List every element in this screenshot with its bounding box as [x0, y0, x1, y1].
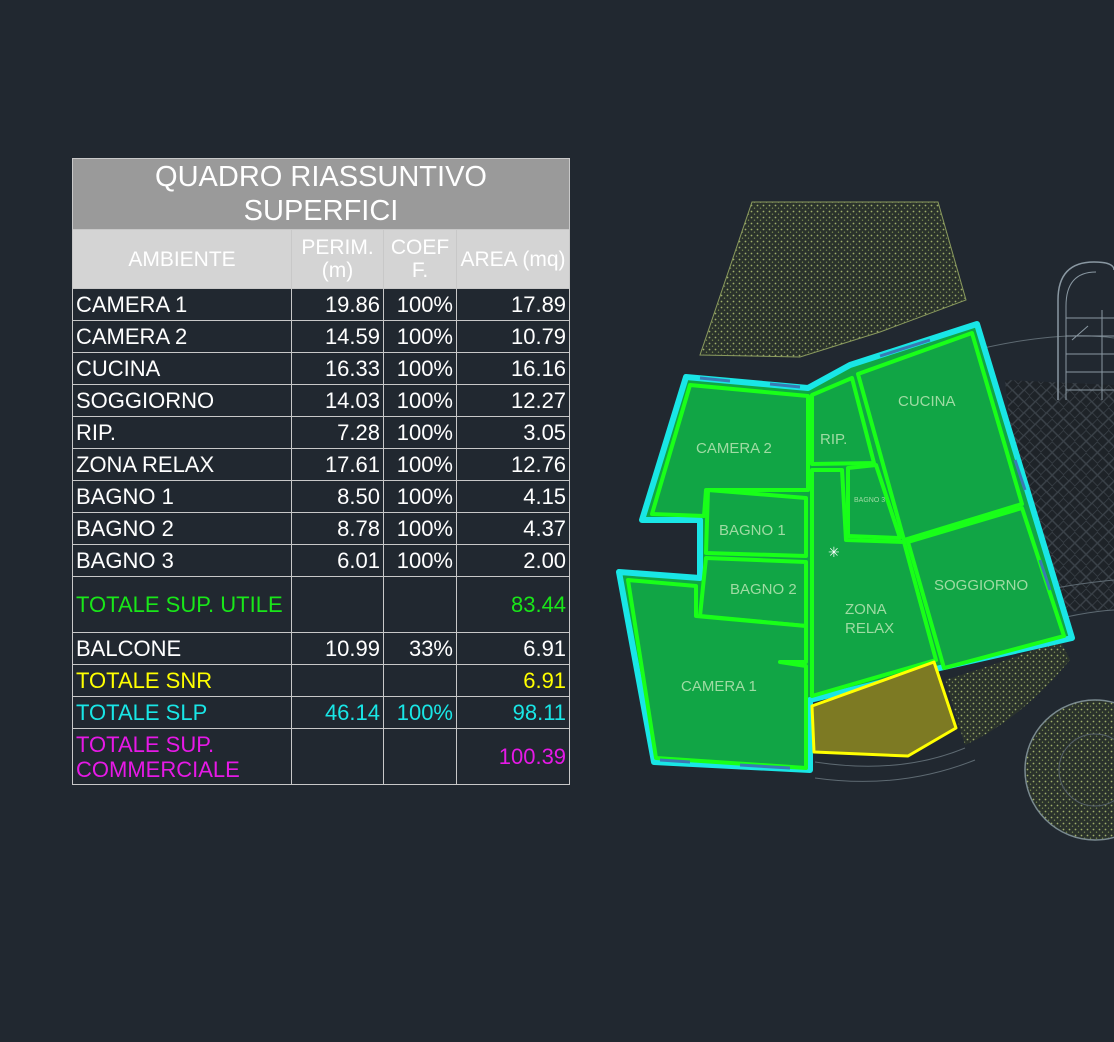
- totale-commerciale-row: TOTALE SUP. COMMERCIALE 100.39: [72, 728, 571, 785]
- totale-slp-area: 98.11: [455, 696, 571, 729]
- window-marks: [659, 338, 1052, 770]
- garden-hatch-south: [945, 640, 1070, 745]
- totale-commerciale-perimeter: [291, 728, 384, 785]
- room-coefficient: 100%: [383, 288, 457, 321]
- table-row: CUCINA 16.33 100% 16.16: [72, 352, 571, 385]
- totale-utile-coefficient: [383, 576, 457, 633]
- label-soggiorno: SOGGIORNO: [934, 577, 1028, 594]
- terrain-line: [974, 335, 1114, 351]
- terrain-line: [814, 759, 976, 782]
- arched-stair: [1057, 261, 1114, 400]
- totale-utile-perimeter: [291, 576, 384, 633]
- table-row: CAMERA 1 19.86 100% 17.89: [72, 288, 571, 321]
- totale-commerciale-label: TOTALE SUP. COMMERCIALE: [72, 728, 292, 785]
- room-perimeter: 14.59: [291, 320, 384, 353]
- totale-slp-row: TOTALE SLP 46.14 100% 98.11: [72, 696, 571, 729]
- label-bagno-1: BAGNO 1: [719, 522, 786, 539]
- room-bagno-3: [846, 463, 902, 540]
- balcone-area: 6.91: [455, 632, 571, 665]
- room-coefficient: 100%: [383, 512, 457, 545]
- balcone-label: BALCONE: [72, 632, 292, 665]
- label-zona-relax-1: ZONA: [845, 601, 887, 618]
- totale-snr-perimeter: [291, 664, 384, 697]
- room-soggiorno: [906, 506, 1066, 670]
- room-area: 12.76: [455, 448, 571, 481]
- room-perimeter: 6.01: [291, 544, 384, 577]
- label-bagno-2: BAGNO 2: [730, 581, 797, 598]
- totale-utile-row: TOTALE SUP. UTILE 83.44: [72, 576, 571, 633]
- label-bagno-3: BAGNO 3: [854, 497, 885, 504]
- totale-snr-area: 6.91: [455, 664, 571, 697]
- stair-steps: [1066, 310, 1114, 400]
- totale-snr-label: TOTALE SNR: [72, 664, 292, 697]
- round-planter: [1024, 699, 1114, 841]
- balcony: [810, 660, 958, 758]
- totale-slp-label: TOTALE SLP: [72, 696, 292, 729]
- room-coefficient: 100%: [383, 384, 457, 417]
- room-perimeter: 19.86: [291, 288, 384, 321]
- room-coefficient: 100%: [383, 320, 457, 353]
- room-coefficient: 100%: [383, 480, 457, 513]
- totale-snr-row: TOTALE SNR 6.91: [72, 664, 571, 697]
- table-row: ZONA RELAX 17.61 100% 12.76: [72, 448, 571, 481]
- room-name: CAMERA 1: [72, 288, 292, 321]
- paving-hatch-east: [1005, 380, 1114, 612]
- header-area: AREA (mq): [455, 229, 571, 289]
- header-ambiente: AMBIENTE: [72, 229, 292, 289]
- balcone-row: BALCONE 10.99 33% 6.91: [72, 632, 571, 665]
- label-cucina: CUCINA: [898, 393, 956, 410]
- room-name: SOGGIORNO: [72, 384, 292, 417]
- room-perimeter: 8.78: [291, 512, 384, 545]
- totale-utile-area: 83.44: [455, 576, 571, 633]
- room-perimeter: 8.50: [291, 480, 384, 513]
- table-row: BAGNO 3 6.01 100% 2.00: [72, 544, 571, 577]
- table-row: SOGGIORNO 14.03 100% 12.27: [72, 384, 571, 417]
- totale-slp-perimeter: 46.14: [291, 696, 384, 729]
- room-zona-relax: [810, 468, 938, 698]
- round-planter-inner: [1058, 733, 1114, 807]
- label-camera-1: CAMERA 1: [681, 678, 757, 695]
- room-bagno-1: [704, 488, 808, 558]
- garden-hatch-north: [699, 201, 967, 358]
- room-perimeter: 7.28: [291, 416, 384, 449]
- totale-utile-label: TOTALE SUP. UTILE: [72, 576, 292, 633]
- arched-stair-inner: [1065, 271, 1097, 400]
- table-row: CAMERA 2 14.59 100% 10.79: [72, 320, 571, 353]
- room-area: 2.00: [455, 544, 571, 577]
- header-perim: PERIM. (m): [291, 229, 384, 289]
- room-name: CUCINA: [72, 352, 292, 385]
- label-rip: RIP.: [820, 431, 847, 448]
- room-area: 10.79: [455, 320, 571, 353]
- room-area: 4.37: [455, 512, 571, 545]
- table-row: BAGNO 2 8.78 100% 4.37: [72, 512, 571, 545]
- balcone-perimeter: 10.99: [291, 632, 384, 665]
- label-camera-2: CAMERA 2: [696, 440, 772, 457]
- room-name: ZONA RELAX: [72, 448, 292, 481]
- room-rip: [810, 376, 876, 466]
- table-row: RIP. 7.28 100% 3.05: [72, 416, 571, 449]
- room-coefficient: 100%: [383, 352, 457, 385]
- room-cucina: [856, 331, 1024, 542]
- terrain-line: [814, 747, 966, 767]
- room-area: 16.16: [455, 352, 571, 385]
- totale-commerciale-area: 100.39: [455, 728, 571, 785]
- room-camera-1: [626, 578, 808, 770]
- asterisk-marker: ✳: [828, 545, 840, 561]
- room-name: CAMERA 2: [72, 320, 292, 353]
- room-coefficient: 100%: [383, 416, 457, 449]
- room-perimeter: 16.33: [291, 352, 384, 385]
- room-area: 3.05: [455, 416, 571, 449]
- label-zona-relax-2: RELAX: [845, 620, 894, 637]
- room-coefficient: 100%: [383, 448, 457, 481]
- room-coefficient: 100%: [383, 544, 457, 577]
- room-outlines: [626, 331, 1066, 770]
- header-coef: COEF F.: [383, 229, 457, 289]
- summary-table: QUADRO RIASSUNTIVO SUPERFICI AMBIENTE PE…: [71, 158, 571, 785]
- room-name: RIP.: [72, 416, 292, 449]
- table-title: QUADRO RIASSUNTIVO SUPERFICI: [71, 158, 571, 230]
- balcone-coefficient: 33%: [383, 632, 457, 665]
- totale-commerciale-coefficient: [383, 728, 457, 785]
- room-area: 12.27: [455, 384, 571, 417]
